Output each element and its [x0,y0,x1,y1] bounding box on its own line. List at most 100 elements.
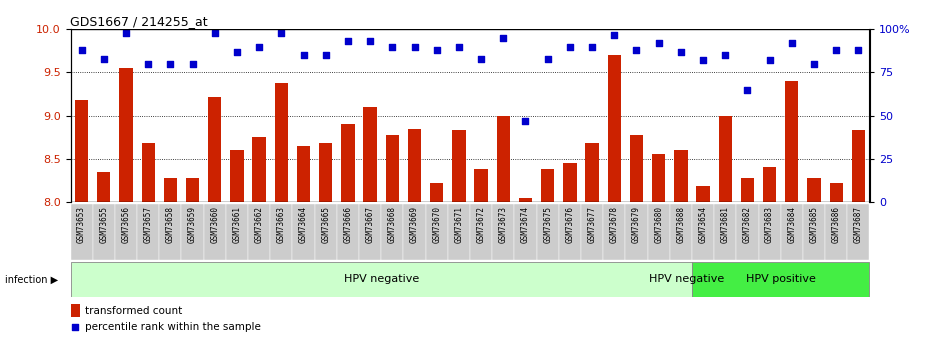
Bar [204,204,226,260]
Text: GSM73677: GSM73677 [588,206,597,243]
Text: GSM73671: GSM73671 [454,206,463,243]
Text: transformed count: transformed count [85,306,182,316]
Text: GSM73661: GSM73661 [232,206,242,243]
Text: GSM73653: GSM73653 [77,206,86,243]
Point [163,61,178,67]
Point [430,47,445,53]
Point [762,58,777,63]
Bar [847,204,870,260]
Bar [452,130,465,202]
Point [407,44,422,49]
Bar [475,169,488,202]
Text: GSM73670: GSM73670 [432,206,441,243]
Point [740,87,755,92]
Text: GSM73674: GSM73674 [521,206,530,243]
Bar [714,204,736,260]
Bar [164,178,177,202]
Point [562,44,577,49]
Point [606,32,621,37]
Text: GSM73676: GSM73676 [565,206,574,243]
Bar [603,204,625,260]
Point [540,56,556,61]
Text: GSM73681: GSM73681 [721,206,729,243]
Text: GSM73657: GSM73657 [144,206,152,243]
Point [718,52,733,58]
Bar [70,204,93,260]
Text: GSM73669: GSM73669 [410,206,419,243]
Bar [297,146,310,202]
Bar [408,129,421,202]
Bar [470,204,493,260]
Bar [558,204,581,260]
Text: GSM73686: GSM73686 [832,206,840,243]
Text: GSM73665: GSM73665 [321,206,330,243]
Bar [785,81,798,202]
Point [340,39,355,44]
Bar [359,204,382,260]
Bar [537,204,558,260]
Bar [669,204,692,260]
Bar [496,116,509,202]
Bar [692,204,714,260]
Text: GSM73678: GSM73678 [610,206,619,243]
Point [252,44,267,49]
Text: GSM73687: GSM73687 [854,206,863,243]
Bar [581,204,603,260]
Point [185,61,200,67]
Bar [430,183,444,202]
Text: GSM73664: GSM73664 [299,206,308,243]
Text: GSM73672: GSM73672 [477,206,486,243]
Bar [447,204,470,260]
Bar [586,143,599,202]
Point [207,30,222,36]
Text: HPV positive: HPV positive [745,275,816,284]
Bar [697,186,710,202]
Bar [159,204,181,260]
Text: GSM73684: GSM73684 [788,206,796,243]
Text: GSM73679: GSM73679 [632,206,641,243]
Point [673,49,688,55]
Text: GSM73688: GSM73688 [677,206,685,243]
Bar [781,204,803,260]
Bar [648,204,669,260]
Point [229,49,244,55]
Text: GSM73680: GSM73680 [654,206,663,243]
Bar [674,150,687,202]
Bar [385,135,399,202]
Point [829,47,844,53]
Point [319,52,334,58]
Bar [829,183,843,202]
Point [296,52,311,58]
Bar [382,204,403,260]
Bar [630,135,643,202]
Text: GSM73668: GSM73668 [388,206,397,243]
Bar [803,204,825,260]
Point [518,118,533,124]
Text: GSM73654: GSM73654 [698,206,708,243]
Bar [75,100,88,202]
Bar [248,204,271,260]
Point [141,61,156,67]
Bar [807,178,821,202]
Bar [341,124,354,202]
Bar [514,204,537,260]
Bar [607,55,621,202]
Bar [736,204,759,260]
Text: GSM73655: GSM73655 [100,206,108,243]
Text: GDS1667 / 214255_at: GDS1667 / 214255_at [70,15,208,28]
Text: GSM73675: GSM73675 [543,206,552,243]
Text: GSM73660: GSM73660 [211,206,219,243]
Bar [741,178,754,202]
Point [384,44,400,49]
Text: percentile rank within the sample: percentile rank within the sample [85,323,260,333]
Bar [337,204,359,260]
Bar [274,83,288,202]
Bar [226,204,248,260]
Bar [93,204,115,260]
Bar [315,204,337,260]
Bar [253,137,266,202]
Bar [364,107,377,202]
Point [851,47,866,53]
Bar [426,204,447,260]
Point [274,30,289,36]
